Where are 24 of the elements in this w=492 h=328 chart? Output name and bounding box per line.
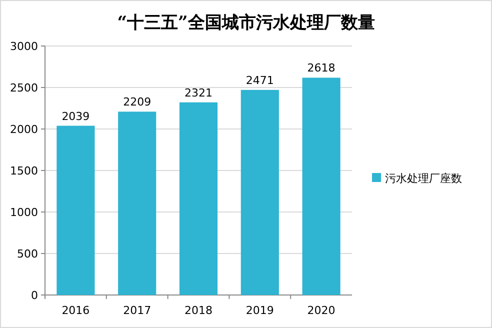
x-tick-label: 2020: [307, 304, 336, 317]
y-tick-label: 1000: [10, 206, 38, 219]
bar: [302, 78, 340, 295]
x-tick-label: 2016: [62, 304, 90, 317]
x-tick-label: 2019: [246, 304, 274, 317]
legend-label: 污水处理厂座数: [385, 172, 462, 185]
x-tick-label: 2018: [184, 304, 212, 317]
bar: [118, 112, 156, 295]
x-tick-label: 2017: [123, 304, 152, 317]
y-tick-label: 0: [31, 289, 38, 302]
bar: [240, 90, 279, 295]
data-label: 2321: [184, 86, 212, 100]
bar: [56, 126, 95, 295]
y-tick-label: 3000: [10, 40, 38, 53]
chart-title: “十三五”全国城市污水处理厂数量: [117, 13, 375, 33]
data-label: 2039: [62, 110, 90, 123]
data-label: 2618: [307, 62, 336, 75]
y-tick-label: 2500: [10, 82, 38, 94]
bar: [179, 102, 218, 295]
y-tick-label: 1500: [10, 164, 38, 178]
y-tick-label: 500: [17, 248, 38, 260]
y-tick-label: 2000: [10, 123, 38, 136]
data-label: 2471: [246, 74, 274, 87]
data-label: 2209: [123, 96, 152, 109]
